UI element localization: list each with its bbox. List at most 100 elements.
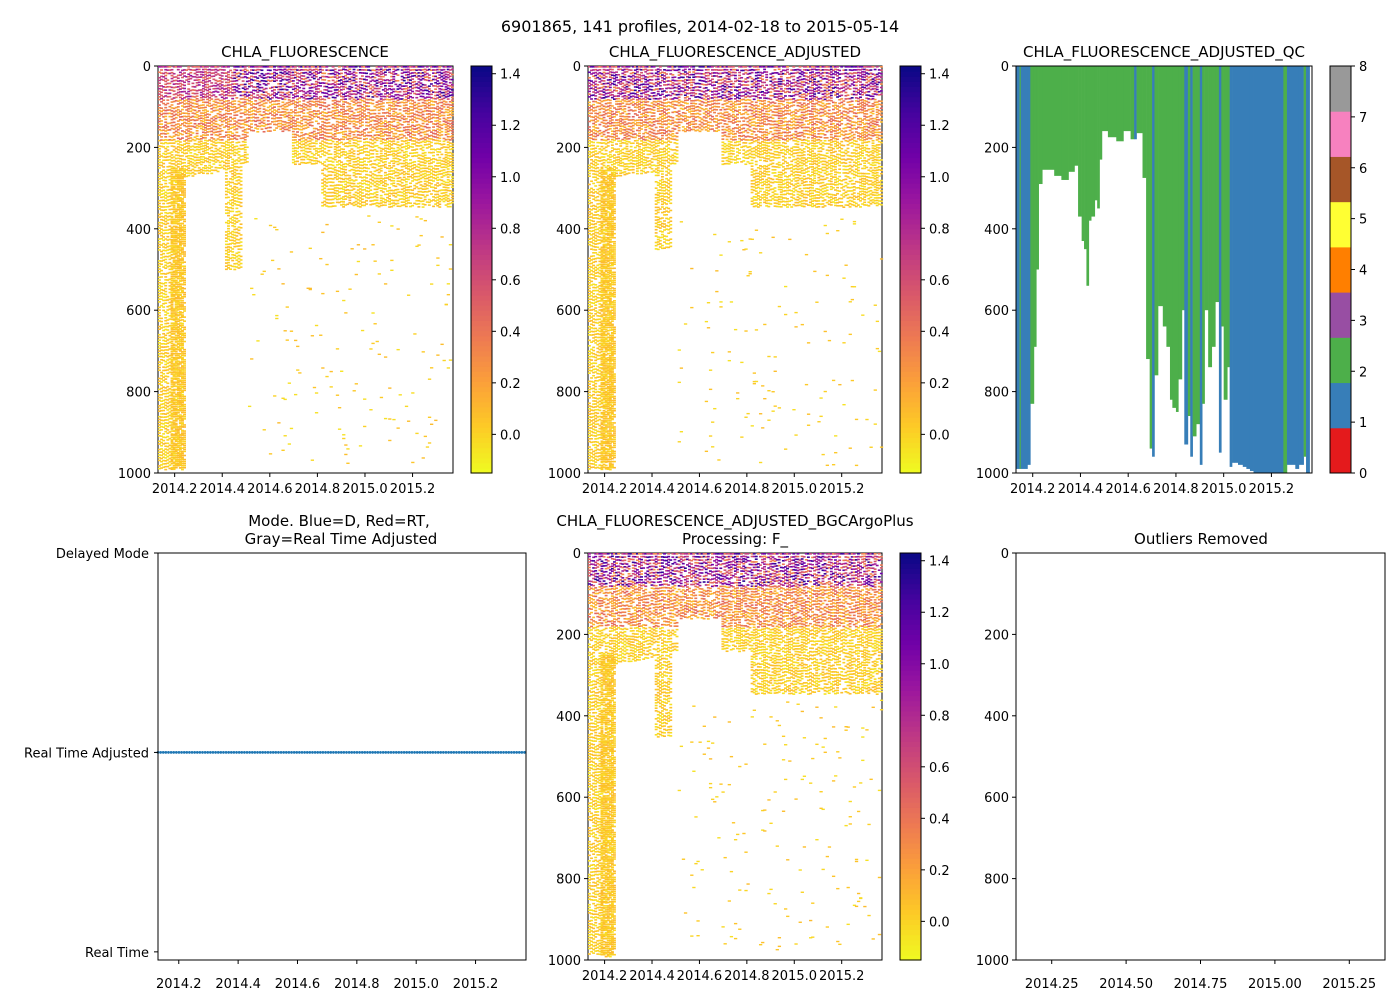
heatmap-cell xyxy=(193,119,197,122)
heatmap-cell xyxy=(176,208,180,211)
heatmap-cell xyxy=(176,458,180,461)
heatmap-cell xyxy=(229,192,233,195)
heatmap-cell xyxy=(176,198,180,200)
heatmap-cell xyxy=(296,134,299,137)
heatmap-cell xyxy=(185,129,189,131)
heatmap-cell xyxy=(233,137,237,139)
heatmap-cell xyxy=(321,172,325,175)
heatmap-cell xyxy=(281,78,285,81)
heatmap-cell xyxy=(264,94,268,97)
heatmap-cell xyxy=(189,163,193,166)
heatmap-cell xyxy=(296,95,299,97)
heatmap-cell xyxy=(162,272,166,275)
heatmap-cell xyxy=(302,146,306,149)
heatmap-cell xyxy=(170,169,174,172)
heatmap-cell xyxy=(176,128,180,131)
heatmap-cell xyxy=(275,93,279,95)
heatmap-cell xyxy=(293,163,297,166)
heatmap-cell xyxy=(216,87,220,90)
heatmap-cell xyxy=(252,294,256,296)
heatmap-cell xyxy=(304,77,308,80)
heatmap-cell xyxy=(181,172,184,175)
heatmap-cell xyxy=(227,123,230,126)
heatmap-cell xyxy=(166,439,170,441)
heatmap-cell xyxy=(293,109,297,111)
heatmap-cell xyxy=(197,84,201,86)
heatmap-cell xyxy=(252,92,256,95)
heatmap-cell xyxy=(302,161,306,164)
heatmap-cell xyxy=(168,198,172,201)
heatmap-cell xyxy=(348,288,352,290)
heatmap-cell xyxy=(172,409,176,412)
heatmap-cell xyxy=(227,118,230,120)
heatmap-cell xyxy=(181,238,184,241)
heatmap-cell xyxy=(164,136,168,138)
heatmap-cell xyxy=(296,114,299,117)
heatmap-cell xyxy=(176,406,180,408)
heatmap-cell xyxy=(174,322,178,325)
heatmap-cell xyxy=(296,157,299,159)
heatmap-cell xyxy=(178,420,182,422)
heatmap-cell xyxy=(333,197,337,200)
heatmap-cell xyxy=(243,161,247,164)
heatmap-cell xyxy=(239,266,243,268)
heatmap-cell xyxy=(268,105,272,107)
heatmap-cell xyxy=(183,389,186,392)
heatmap-cell xyxy=(245,124,249,127)
heatmap-cell xyxy=(178,348,182,351)
heatmap-cell xyxy=(174,234,178,237)
heatmap-cell xyxy=(170,395,174,397)
heatmap-cell xyxy=(229,250,233,252)
heatmap-cell xyxy=(367,66,371,68)
heatmap-cell xyxy=(371,146,375,148)
heatmap-cell xyxy=(174,452,178,455)
heatmap-cell xyxy=(183,190,186,192)
heatmap-cell xyxy=(333,112,337,115)
heatmap-cell xyxy=(237,72,241,74)
x-tick-label: 2014.6 xyxy=(247,482,293,497)
heatmap-cell xyxy=(293,136,297,138)
heatmap-cell xyxy=(321,137,325,139)
heatmap-cell xyxy=(231,103,235,106)
heatmap-cell xyxy=(164,319,168,322)
heatmap-cell xyxy=(329,146,333,149)
heatmap-cell xyxy=(337,159,341,162)
heatmap-cell xyxy=(277,108,281,111)
heatmap-cell xyxy=(218,94,222,96)
heatmap-cell xyxy=(208,161,212,164)
heatmap-cell xyxy=(170,446,174,449)
heatmap-cell xyxy=(335,74,339,77)
heatmap-cell xyxy=(289,109,293,111)
heatmap-cell xyxy=(222,120,226,122)
heatmap-cell xyxy=(298,135,302,138)
heatmap-cell xyxy=(335,348,340,350)
heatmap-cell xyxy=(181,208,184,211)
heatmap-cell xyxy=(321,117,325,120)
heatmap-cell xyxy=(206,172,210,175)
heatmap-cell xyxy=(331,99,335,102)
heatmap-cell xyxy=(176,300,180,302)
heatmap-cell xyxy=(176,409,180,411)
heatmap-cell xyxy=(283,88,287,91)
heatmap-cell xyxy=(231,170,235,172)
heatmap-cell xyxy=(227,126,230,128)
heatmap-cell xyxy=(178,391,182,394)
heatmap-cell xyxy=(335,77,339,80)
heatmap-cell xyxy=(218,80,222,82)
heatmap-cell xyxy=(176,265,180,268)
heatmap-cell xyxy=(337,100,341,103)
heatmap-cell xyxy=(170,204,174,206)
heatmap-cell xyxy=(206,151,210,154)
heatmap-cell xyxy=(342,171,346,173)
heatmap-cell xyxy=(289,126,293,129)
heatmap-cell xyxy=(183,271,186,274)
heatmap-cell xyxy=(243,88,247,91)
heatmap-cell xyxy=(170,234,174,237)
heatmap-cell xyxy=(245,161,249,163)
heatmap-cell xyxy=(277,83,281,85)
heatmap-cell xyxy=(321,66,325,68)
heatmap-cell xyxy=(312,74,316,77)
heatmap-cell xyxy=(356,121,360,123)
heatmap-cell xyxy=(258,66,262,68)
